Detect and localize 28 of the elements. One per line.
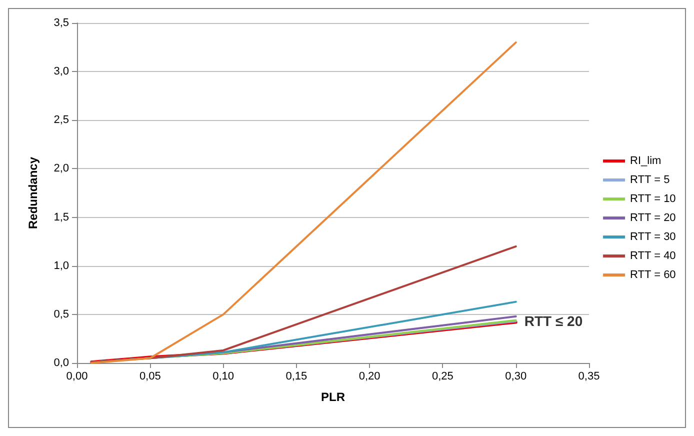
legend-label: RTT = 30 (630, 231, 676, 243)
y-axis-title: Redundancy (26, 156, 40, 230)
annotation: RTT ≤ 20 (524, 313, 583, 330)
legend-label: RI_lim (630, 155, 662, 167)
line-series (90, 41, 517, 364)
y-tick-label: 1,0 (54, 260, 69, 272)
x-tick-label: 0,25 (432, 370, 454, 382)
y-tick-label: 0,5 (54, 308, 69, 320)
x-tick-label: 0,00 (66, 370, 88, 382)
y-tick-label: 2,5 (54, 114, 69, 126)
y-tick-label: 3,5 (54, 17, 69, 29)
legend-label: RTT = 10 (630, 193, 676, 205)
legend-label: RTT = 5 (630, 174, 670, 186)
x-tick-label: 0,10 (212, 370, 234, 382)
legend-label: RTT = 40 (630, 250, 676, 262)
y-tick-label: 0,0 (54, 357, 69, 369)
y-tick-label: 2,0 (54, 162, 69, 175)
x-axis-title: PLR (321, 390, 346, 404)
x-tick-label: 0,20 (358, 370, 380, 382)
x-tick-label: 0,30 (505, 370, 527, 382)
legend-label: RTT = 60 (630, 269, 676, 281)
x-tick-label: 0,15 (286, 370, 308, 382)
y-tick-label: 1,5 (54, 211, 69, 224)
x-tick-label: 0,35 (578, 370, 600, 382)
line-series (90, 245, 517, 364)
x-tick-label: 0,05 (139, 370, 161, 382)
y-tick-label: 3,0 (54, 66, 69, 78)
legend-label: RTT = 20 (630, 212, 676, 224)
